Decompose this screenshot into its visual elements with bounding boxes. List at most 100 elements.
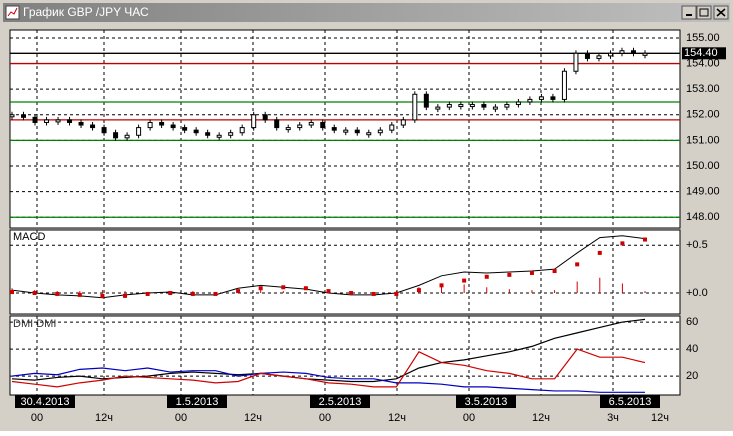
candle xyxy=(170,124,176,129)
date-label: 2.5.2013 xyxy=(319,396,362,408)
candle xyxy=(607,52,613,57)
date-box xyxy=(456,395,516,408)
signal-dot xyxy=(575,262,580,267)
candle xyxy=(78,121,84,126)
candle xyxy=(366,132,372,136)
date-box xyxy=(310,395,370,408)
dmi-title: DMI DMI xyxy=(13,318,56,330)
y-tick-label: 151.00 xyxy=(686,134,720,146)
candle xyxy=(573,52,579,72)
signal-dot xyxy=(597,250,602,255)
hour-label: 00 xyxy=(31,412,43,424)
y-tick-label: 155.00 xyxy=(686,32,720,44)
hour-label: 00 xyxy=(175,412,187,424)
candle xyxy=(101,127,107,134)
candle xyxy=(400,119,406,126)
signal-dot xyxy=(123,293,128,298)
minimize-button[interactable] xyxy=(681,5,697,20)
candle xyxy=(446,104,452,108)
candle xyxy=(274,119,280,129)
y-tick-label: 149.00 xyxy=(686,186,720,198)
hour-label: 00 xyxy=(463,412,475,424)
candle xyxy=(228,132,234,136)
candle xyxy=(389,124,395,131)
macd-panel xyxy=(9,229,681,315)
candle xyxy=(527,98,533,103)
candle xyxy=(354,129,360,134)
signal-dot xyxy=(168,291,173,295)
signal-dot xyxy=(258,286,263,291)
y-tick-label: 148.00 xyxy=(686,211,720,223)
date-label: 6.5.2013 xyxy=(609,396,652,408)
signal-dot xyxy=(303,286,308,291)
signal-dot xyxy=(416,288,421,293)
signal-dot xyxy=(620,241,625,246)
y-tick-label: 60 xyxy=(686,316,698,328)
date-box xyxy=(15,395,75,408)
signal-dot xyxy=(190,291,195,296)
y-tick-label: +0.5 xyxy=(686,239,708,251)
candle xyxy=(596,55,602,59)
date-label: 30.4.2013 xyxy=(21,396,70,408)
candle xyxy=(423,93,429,108)
candle xyxy=(9,114,15,118)
y-tick-label: +0.0 xyxy=(686,287,708,299)
candle xyxy=(159,121,165,126)
close-button[interactable] xyxy=(713,5,729,20)
candle xyxy=(90,124,96,129)
y-tick-label: 154.00 xyxy=(686,57,720,69)
maximize-button[interactable] xyxy=(696,5,712,20)
candle xyxy=(285,127,291,131)
candle xyxy=(193,129,199,134)
hour-label: 00 xyxy=(319,412,331,424)
candle xyxy=(21,114,27,118)
candle xyxy=(377,129,383,134)
candle xyxy=(320,121,326,129)
candle xyxy=(331,127,337,131)
hour-label: 12ч xyxy=(244,412,262,424)
candle xyxy=(297,124,303,129)
candle xyxy=(239,127,245,134)
signal-dot xyxy=(213,291,218,296)
candle xyxy=(504,104,510,108)
candle xyxy=(538,96,544,100)
signal-dot xyxy=(281,285,286,290)
y-tick-label: 150.00 xyxy=(686,160,720,172)
date-label: 3.5.2013 xyxy=(465,396,508,408)
candle xyxy=(308,121,314,126)
candle xyxy=(216,134,222,138)
signal-dot xyxy=(55,291,60,296)
hour-label: 12ч xyxy=(651,412,669,424)
signal-dot xyxy=(371,291,376,296)
candle xyxy=(205,132,211,136)
candle xyxy=(113,132,119,139)
signal-dot xyxy=(236,289,241,294)
candle xyxy=(32,116,38,123)
date-box xyxy=(600,395,660,408)
candle xyxy=(458,104,464,108)
candle xyxy=(469,104,475,108)
signal-dot xyxy=(439,283,444,288)
signal-dot xyxy=(326,289,331,294)
candle xyxy=(584,52,590,59)
y-tick-label: 153.00 xyxy=(686,83,720,95)
signal-dot xyxy=(394,291,399,296)
hour-label: 12ч xyxy=(532,412,550,424)
candle xyxy=(147,121,153,129)
candle xyxy=(481,104,487,108)
candle xyxy=(619,50,625,54)
signal-dot xyxy=(100,293,105,298)
candle xyxy=(492,106,498,110)
candle xyxy=(515,101,521,106)
candle xyxy=(262,114,268,121)
signal-dot xyxy=(484,274,489,279)
candle xyxy=(124,134,130,139)
candle xyxy=(550,96,556,100)
window-title: График GBP /JPY ЧАС xyxy=(23,5,149,19)
candle xyxy=(251,114,257,129)
candle xyxy=(642,52,648,56)
candle xyxy=(55,119,61,123)
title-bar xyxy=(3,3,730,22)
candle xyxy=(67,119,73,123)
